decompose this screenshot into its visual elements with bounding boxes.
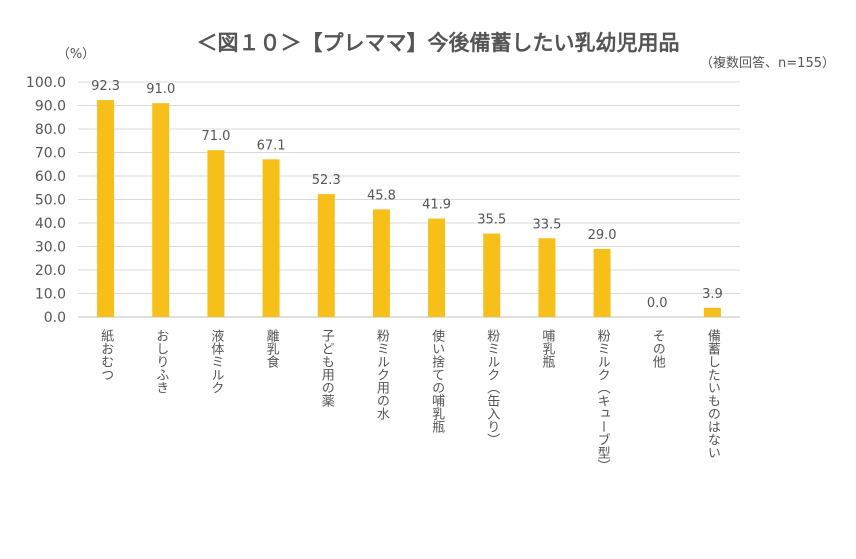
category-label: 粉ミルク用の水 [374, 329, 390, 420]
bar [538, 238, 556, 317]
data-label: 92.3 [91, 79, 120, 94]
data-label: 91.0 [146, 82, 175, 97]
y-tick-label: 90.0 [35, 99, 66, 115]
gridlines [78, 81, 740, 318]
bar [428, 218, 446, 317]
y-tick-label: 70.0 [35, 146, 66, 162]
bar [703, 307, 721, 317]
category-label: 液体ミルク [208, 329, 224, 394]
data-label: 71.0 [201, 129, 230, 144]
category-label: 使い捨ての哺乳瓶 [429, 328, 445, 434]
chart-subtitle: （複数回答、n=155） [700, 55, 835, 71]
data-label: 29.0 [588, 228, 617, 243]
y-tick-label: 50.0 [35, 193, 66, 209]
y-tick-label: 0.0 [44, 310, 66, 326]
bar [372, 209, 390, 317]
bar [593, 248, 611, 317]
data-label: 52.3 [312, 173, 341, 188]
y-tick-label: 80.0 [35, 122, 66, 138]
category-label: 紙おむつ [98, 329, 114, 381]
y-axis-tick-labels: 0.0 10.0 20.0 30.0 40.0 50.0 60.0 70.0 80.0 90.0 1… [26, 75, 66, 326]
y-tick-label: 60.0 [35, 169, 66, 185]
data-label: 33.5 [532, 217, 561, 232]
y-tick-label: 20.0 [35, 263, 66, 279]
y-tick-label: 40.0 [35, 216, 66, 232]
y-axis-unit-label: （%） [57, 47, 95, 62]
bars [97, 100, 721, 318]
category-label: 粉ミルク（キューブ型） [595, 329, 611, 472]
bar [152, 103, 170, 318]
category-label: 離乳食 [264, 329, 280, 368]
bar [317, 194, 335, 317]
bar [262, 159, 280, 317]
data-labels: 92.3 91.0 71.0 67.1 52.3 45.8 41.9 35.5 33.5 29.0… [91, 79, 723, 311]
data-label: 3.9 [702, 287, 723, 302]
y-tick-label: 100.0 [26, 75, 66, 91]
data-label: 45.8 [367, 188, 396, 203]
data-label: 41.9 [422, 198, 451, 213]
bar [483, 233, 501, 317]
chart-title: ＜図１０＞【プレママ】今後備蓄したい乳幼児用品 [197, 31, 680, 55]
category-label: 備蓄したいものはない [705, 328, 721, 459]
y-tick-label: 10.0 [35, 287, 66, 303]
category-label: 粉ミルク（缶入り） [484, 329, 500, 446]
y-tick-label: 30.0 [35, 240, 66, 256]
data-label: 67.1 [257, 138, 286, 153]
category-label: おしりふき [153, 329, 169, 394]
bar [207, 150, 225, 317]
data-label: 35.5 [477, 213, 506, 228]
x-axis-category-labels: 紙おむつ おしりふき 液体ミルク 離乳食 子ども用の薬 粉ミルク用の水 使い捨ての哺乳瓶 粉ミ… [98, 328, 720, 472]
data-label: 0.0 [647, 296, 668, 311]
bar [97, 100, 115, 317]
category-label: 哺乳瓶 [539, 329, 555, 369]
category-label: 子ども用の薬 [319, 329, 335, 407]
category-label: その他 [650, 329, 666, 369]
